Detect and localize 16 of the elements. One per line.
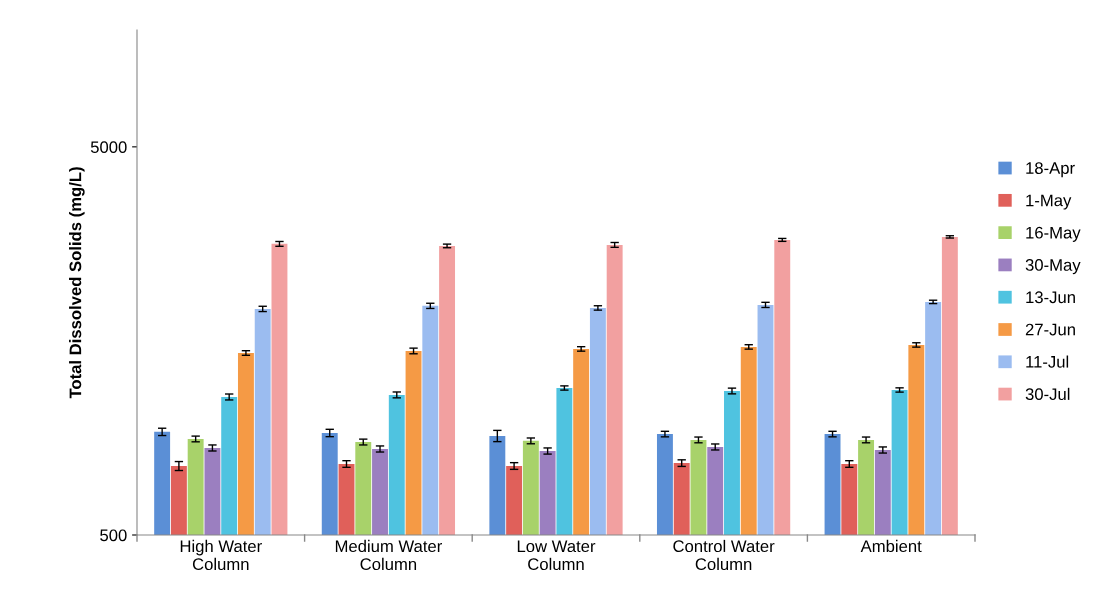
legend-label: 16-May bbox=[1026, 226, 1081, 242]
x-tick-label: Low Water Column bbox=[517, 540, 596, 571]
y-axis-title: Total Dissolved Solids (mg/L) bbox=[69, 167, 85, 399]
legend-label: 30-Jul bbox=[1025, 387, 1070, 401]
x-tick-label: Medium Water Column bbox=[335, 539, 442, 571]
legend-label: 30-May bbox=[1025, 259, 1081, 275]
y-tick-label: 500 bbox=[100, 529, 127, 542]
x-tick-label: Control Water Column bbox=[673, 539, 775, 571]
x-tick-label: Ambient bbox=[860, 539, 922, 553]
y-tick-label: 5000 bbox=[90, 141, 127, 154]
x-tick-label: High Water Column bbox=[180, 539, 262, 571]
legend-label: 18-Apr bbox=[1026, 162, 1075, 178]
legend-label: 13-Jun bbox=[1026, 291, 1075, 304]
legend-label: 27-Jun bbox=[1025, 323, 1075, 336]
legend-label: 1-May bbox=[1026, 194, 1072, 210]
legend-label: 11-Jul bbox=[1026, 355, 1069, 368]
